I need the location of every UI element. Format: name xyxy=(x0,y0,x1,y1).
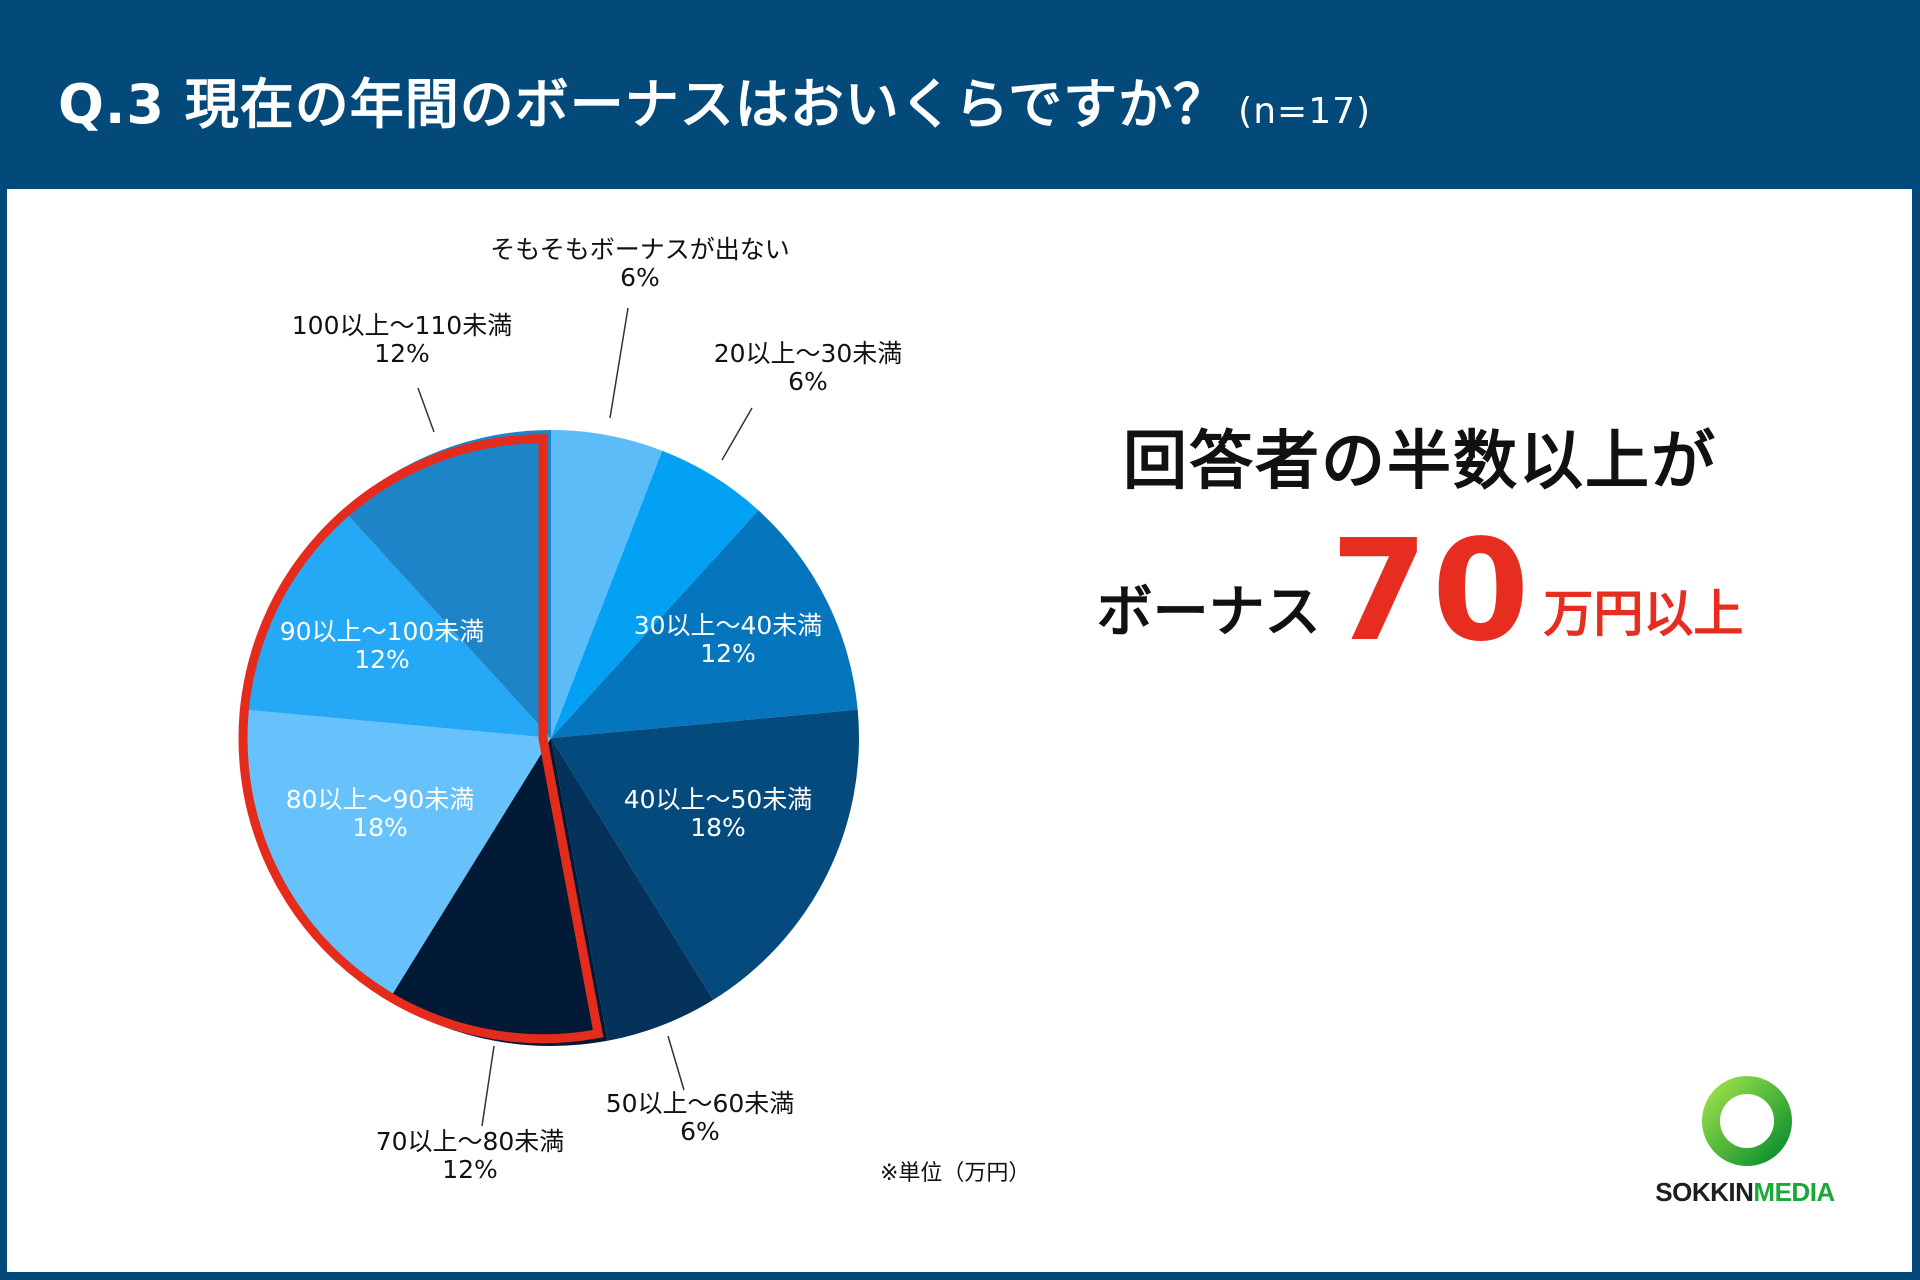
leader-line xyxy=(667,1035,685,1091)
pie-slice xyxy=(551,450,759,738)
logo-text-sokkin: SOKKIN xyxy=(1655,1177,1754,1207)
slice-label: 70以上〜80未満 12% xyxy=(376,1127,565,1184)
callout-prefix: ボーナス xyxy=(1096,580,1321,645)
slice-category: 40以上〜50未満 xyxy=(624,785,813,814)
pie-slice xyxy=(244,510,551,738)
pie-slice xyxy=(551,738,714,1041)
callout-headline: 回答者の半数以上が xyxy=(1123,425,1717,499)
pie-slice xyxy=(551,430,663,738)
page-title: Q.3 現在の年間のボーナスはおいくらですか？ (n=17) xyxy=(58,60,1371,139)
slice-percent: 18% xyxy=(690,813,746,842)
pie-slice xyxy=(243,709,551,1000)
pie-slice xyxy=(343,430,551,738)
leader-line xyxy=(721,407,753,461)
slice-percent: 6% xyxy=(620,263,660,292)
sokkin-media-logo: SOKKINMEDIA xyxy=(1645,1073,1845,1213)
header-bar: Q.3 現在の年間のボーナスはおいくらですか？ (n=17) xyxy=(0,0,1920,188)
logo-text-media: MEDIA xyxy=(1753,1177,1835,1207)
callout-amount-line: ボーナス70 万円以上 xyxy=(1040,510,1800,673)
unit-note: ※単位（万円） xyxy=(880,1161,1031,1186)
slice-percent: 6% xyxy=(680,1117,720,1146)
pie-slice xyxy=(551,709,859,1000)
slice-category: 80以上〜90未満 xyxy=(286,785,475,814)
slice-label: 80以上〜90未満 18% xyxy=(286,785,475,842)
slice-label: 30以上〜40未満 12% xyxy=(634,611,823,668)
slice-label: 20以上〜30未満 6% xyxy=(714,339,903,396)
slice-percent: 6% xyxy=(788,367,828,396)
leader-line xyxy=(481,1045,495,1127)
leader-line xyxy=(417,387,435,433)
slice-percent: 12% xyxy=(354,645,410,674)
slice-percent: 18% xyxy=(352,813,408,842)
slice-category: そもそもボーナスが出ない xyxy=(490,235,790,264)
slice-category: 70以上〜80未満 xyxy=(376,1127,565,1156)
callout-suffix: 万円以上 xyxy=(1543,585,1744,643)
question-title: Q.3 現在の年間のボーナスはおいくらですか？ xyxy=(58,73,1229,136)
slice-category: 20以上〜30未満 xyxy=(714,339,903,368)
slice-label: そもそもボーナスが出ない 6% xyxy=(490,235,790,292)
logo-ring-icon xyxy=(1702,1076,1792,1166)
slice-category: 90以上〜100未満 xyxy=(280,617,485,646)
callout-number: 70 xyxy=(1330,510,1534,673)
slice-category: 30以上〜40未満 xyxy=(634,611,823,640)
slice-label: 50以上〜60未満 6% xyxy=(606,1089,795,1146)
pie-slice xyxy=(551,510,858,738)
slice-category: 50以上〜60未満 xyxy=(606,1089,795,1118)
slice-label: 90以上〜100未満 12% xyxy=(280,617,485,674)
highlight-outline xyxy=(238,434,604,1044)
slice-percent: 12% xyxy=(374,339,430,368)
leader-line xyxy=(609,307,629,419)
slice-category: 100以上〜110未満 xyxy=(292,311,512,340)
logo-text: SOKKINMEDIA xyxy=(1645,1177,1845,1208)
slice-label: 100以上〜110未満 12% xyxy=(292,311,512,368)
slice-label: 40以上〜50未満 18% xyxy=(624,785,813,842)
sample-size: (n=17) xyxy=(1238,91,1372,132)
slice-percent: 12% xyxy=(442,1155,498,1184)
callout: 回答者の半数以上が ボーナス70 万円以上 xyxy=(1040,410,1800,673)
slice-percent: 12% xyxy=(700,639,756,668)
